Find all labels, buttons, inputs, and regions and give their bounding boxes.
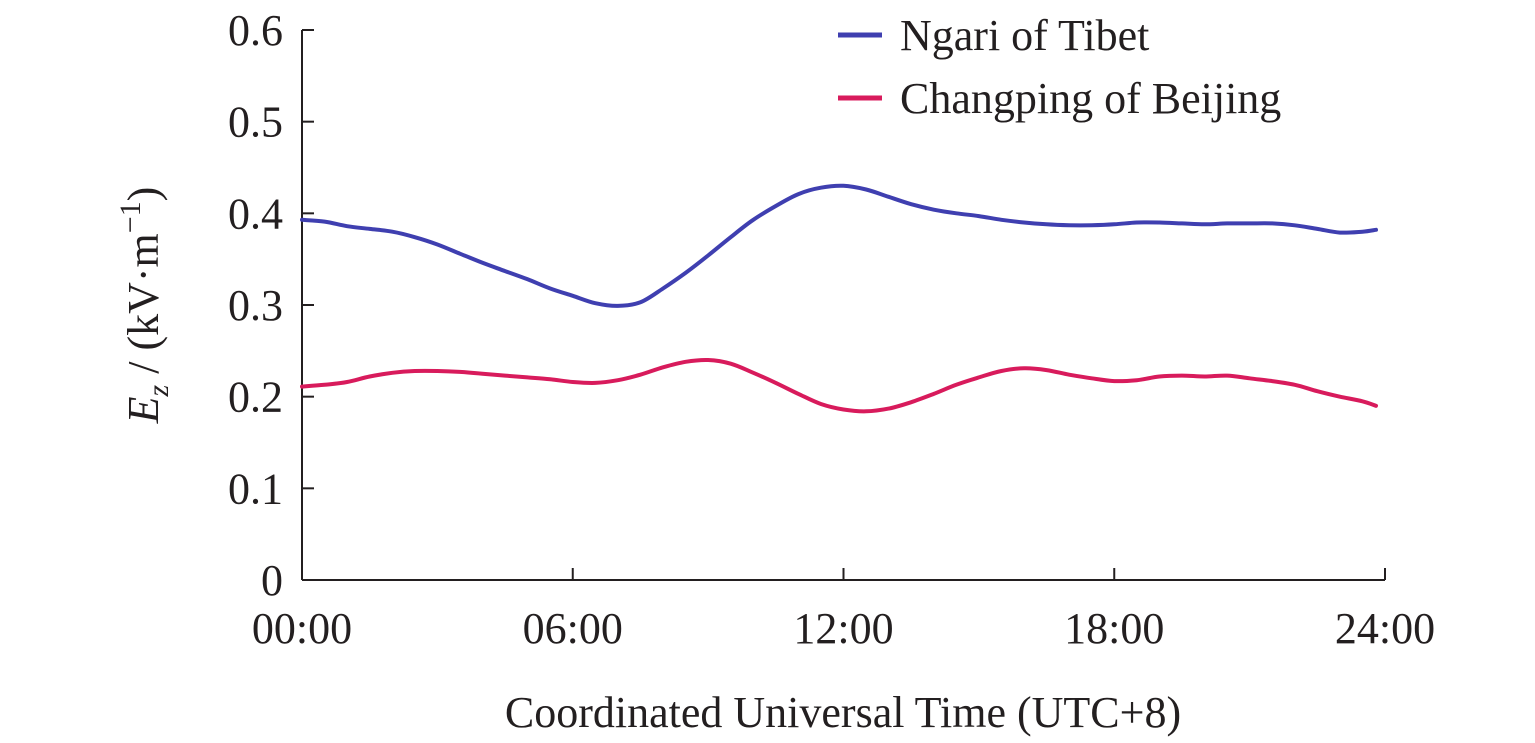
legend-label-ngari: Ngari of Tibet [900, 11, 1149, 60]
x-tick-label: 00:00 [252, 604, 352, 653]
x-axis-title: Coordinated Universal Time (UTC+8) [505, 688, 1181, 737]
legend-label-changping: Changping of Beijing [900, 74, 1281, 123]
y-ticks: 0 0.1 0.2 0.3 0.4 0.5 0.6 [228, 6, 314, 605]
y-axis-unit-exponent: −1 [114, 201, 147, 233]
y-axis-unit: / (kV·m [119, 233, 168, 385]
x-tick-label: 18:00 [1064, 604, 1164, 653]
y-tick-label: 0.4 [228, 189, 283, 238]
y-tick-label: 0.2 [228, 373, 283, 422]
x-tick-label: 24:00 [1335, 604, 1435, 653]
series-layer [300, 183, 1378, 414]
series-line-changping [300, 357, 1378, 414]
y-axis-unit-close: ) [119, 187, 168, 202]
x-tick-label: 06:00 [523, 604, 623, 653]
x-tick-label: 12:00 [793, 604, 893, 653]
x-ticks: 00:00 06:00 12:00 18:00 24:00 [252, 568, 1435, 653]
y-tick-label: 0.6 [228, 6, 283, 55]
y-tick-label: 0.5 [228, 98, 283, 147]
y-tick-label: 0 [261, 556, 283, 605]
y-tick-label: 0.1 [228, 464, 283, 513]
series-line-ngari [300, 183, 1378, 308]
y-axis-symbol: E [119, 396, 168, 424]
y-tick-label: 0.3 [228, 281, 283, 330]
y-axis-title: Ez / (kV·m−1) [114, 187, 175, 425]
y-axis-subscript: z [142, 384, 175, 397]
legend: Ngari of Tibet Changping of Beijing [838, 11, 1281, 123]
